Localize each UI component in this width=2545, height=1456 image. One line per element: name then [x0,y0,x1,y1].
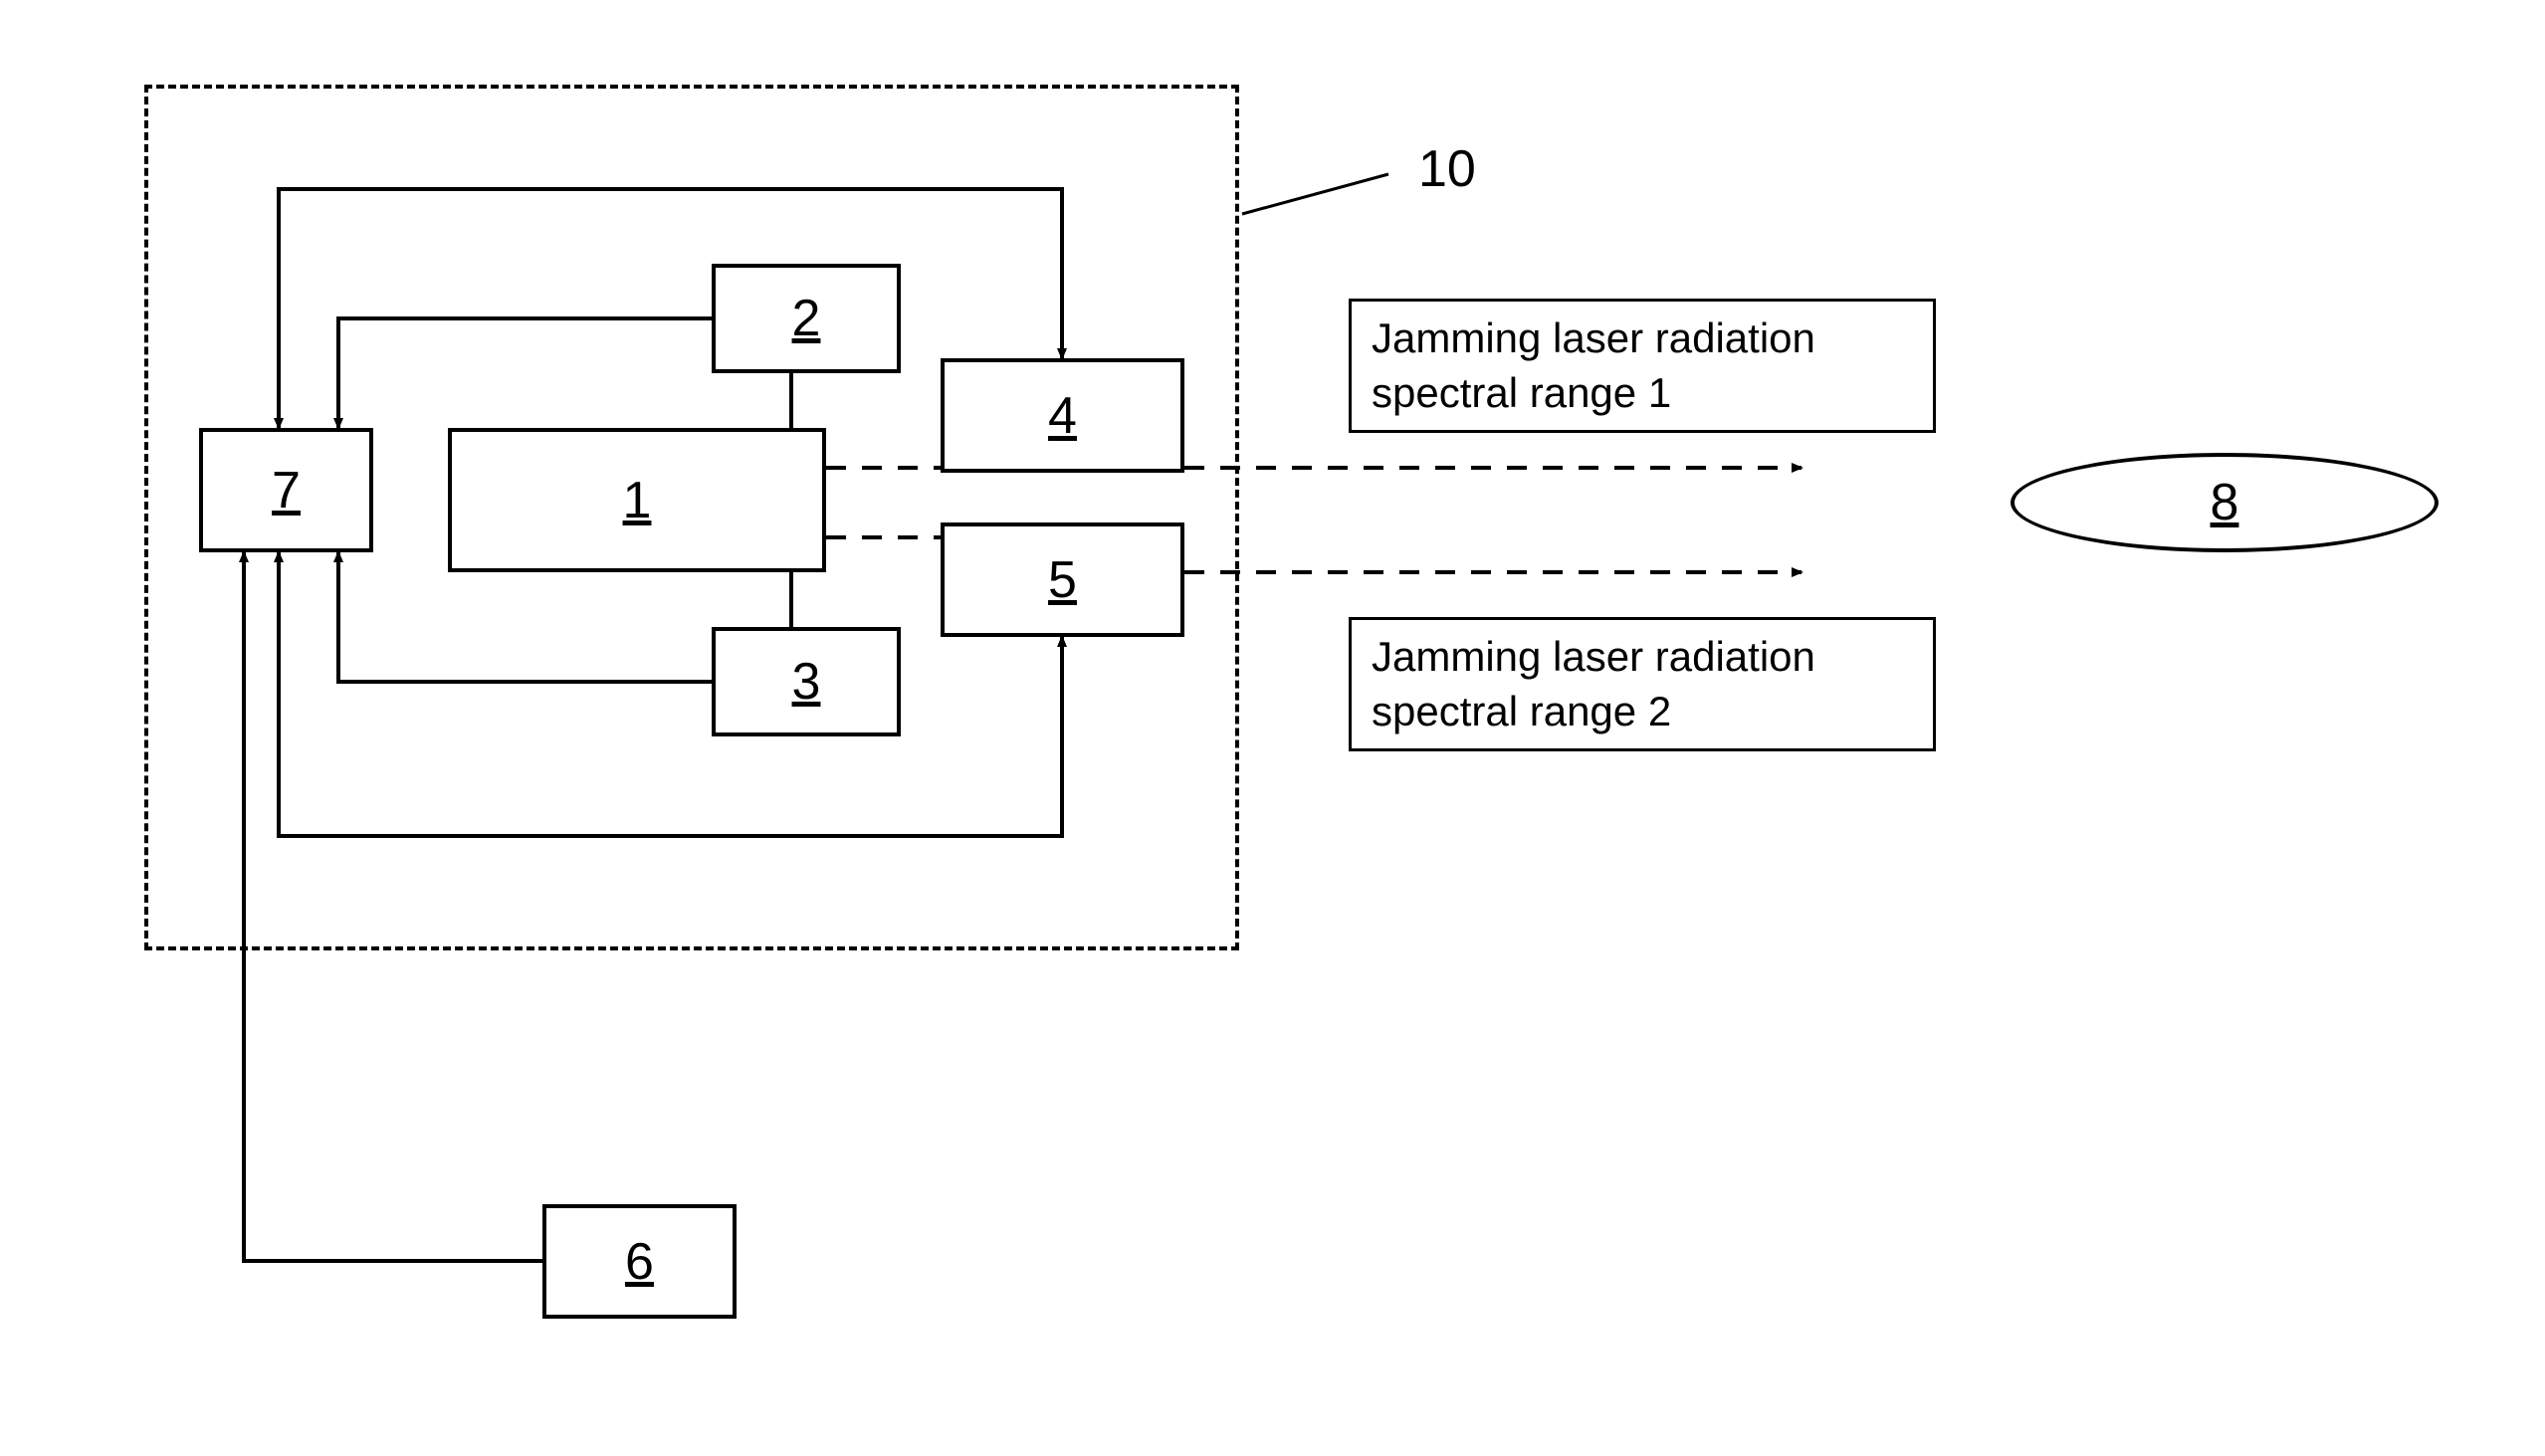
block-2-label: 2 [792,289,821,348]
block-5: 5 [941,522,1184,637]
block-1-label: 1 [623,471,652,530]
radiation-label-2-text: Jamming laser radiationspectral range 2 [1372,630,1815,738]
diagram-canvas: 1 2 3 4 5 6 7 8 Jamming laser radiations… [0,0,2545,1456]
radiation-label-1: Jamming laser radiationspectral range 1 [1349,299,1936,433]
block-6-label: 6 [625,1232,654,1292]
leader-10 [1242,174,1388,214]
block-1: 1 [448,428,826,572]
block-3-label: 3 [792,652,821,712]
radiation-label-1-text: Jamming laser radiationspectral range 1 [1372,312,1815,420]
block-7-label: 7 [272,461,301,520]
block-4: 4 [941,358,1184,473]
radiation-label-2: Jamming laser radiationspectral range 2 [1349,617,1936,751]
block-3: 3 [712,627,901,736]
block-5-label: 5 [1048,550,1077,610]
target-8: 8 [2011,453,2439,552]
block-2: 2 [712,264,901,373]
block-4-label: 4 [1048,386,1077,446]
target-8-label: 8 [2211,473,2239,532]
block-7: 7 [199,428,373,552]
reference-10: 10 [1418,139,1476,199]
block-6: 6 [542,1204,737,1319]
